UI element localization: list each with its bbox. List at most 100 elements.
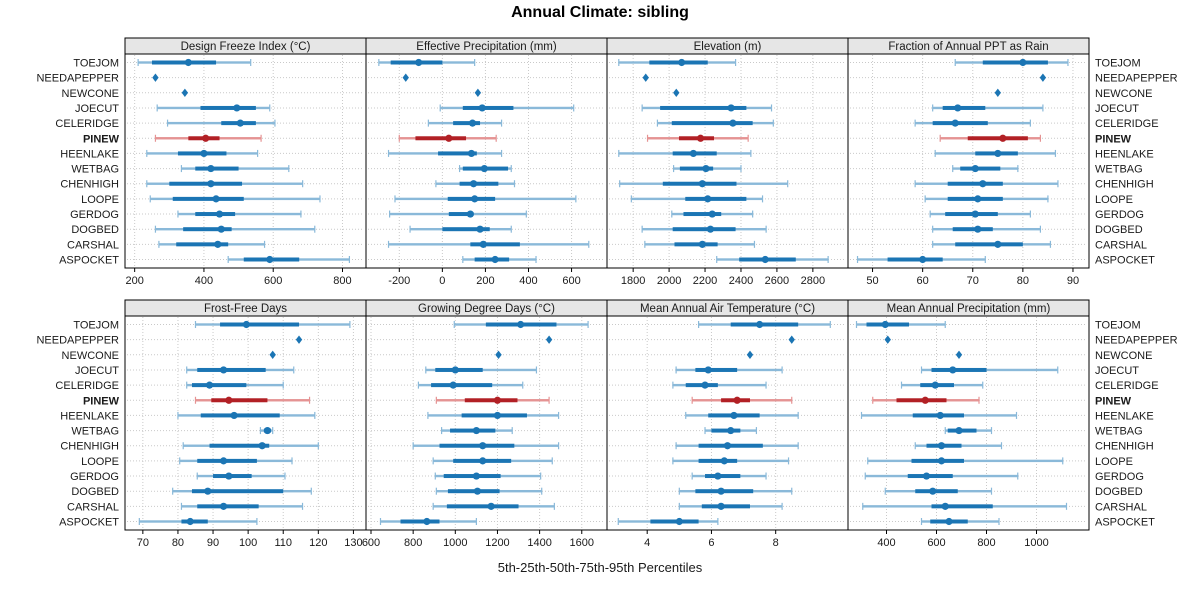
whisker-cap [495, 134, 497, 142]
iqr-bar [931, 504, 993, 509]
median-dot [473, 487, 482, 495]
median-dot [469, 180, 478, 188]
whisker-cap [1000, 442, 1003, 450]
iqr-bar [685, 196, 747, 201]
whisker-cap [439, 104, 441, 112]
median-dot [919, 255, 927, 264]
iqr-bar [464, 398, 518, 403]
iqr-bar [907, 474, 953, 479]
whisker-cap [194, 396, 197, 404]
iqr-bar [695, 367, 738, 372]
axis-tick-label: 1800 [621, 275, 645, 287]
site-label-right: WETBAG [1095, 164, 1143, 176]
median-dot [242, 320, 250, 329]
axis-tick-label: -200 [388, 275, 410, 287]
whisker-cap [535, 366, 538, 374]
median-dot [214, 240, 222, 248]
whisker-cap [755, 427, 758, 435]
median-dot [675, 517, 683, 526]
site-label-left: TOEJOM [73, 320, 119, 332]
site-label-right: LOOPE [1095, 194, 1133, 206]
whisker-cap [1029, 119, 1031, 127]
iqr-bar [698, 458, 738, 463]
axis-tick-label: 1600 [570, 537, 594, 549]
axis-tick-label: 80 [172, 537, 184, 549]
whisker-cap [166, 119, 169, 127]
axis-tick-label: 50 [866, 275, 878, 287]
strip-title: Elevation (m) [694, 41, 762, 53]
whisker-cap [314, 411, 316, 419]
median-dot [733, 396, 741, 404]
whisker-cap [1049, 240, 1052, 248]
single-value-diamond [642, 73, 649, 82]
whisker-cap [263, 240, 266, 248]
single-value-diamond [955, 350, 963, 360]
median-dot [929, 487, 937, 495]
site-label-left: ASPOCKET [59, 517, 119, 529]
whisker-cap [939, 134, 941, 142]
median-dot [230, 411, 238, 420]
axis-tick-label: 80 [1017, 275, 1029, 287]
panel-area [124, 315, 367, 531]
whisker-cap [177, 411, 179, 419]
whisker-cap [704, 427, 706, 435]
iqr-bar [730, 322, 799, 327]
whisker-cap [387, 149, 390, 157]
whisker-cap [425, 366, 427, 374]
site-label-left: NEEDAPEPPER [36, 335, 119, 347]
single-value-diamond [1039, 73, 1047, 82]
median-dot [479, 240, 487, 248]
iqr-bar [438, 151, 477, 156]
iqr-bar [176, 242, 229, 247]
whisker-cap [453, 321, 455, 328]
median-dot [994, 240, 1002, 248]
median-dot [931, 381, 939, 389]
median-dot [493, 411, 502, 420]
iqr-bar [982, 60, 1048, 65]
site-label-right: HEENLAKE [1095, 410, 1154, 422]
strip-title: Growing Degree Days (°C) [418, 303, 555, 315]
whisker-cap [872, 396, 874, 404]
iqr-bar [435, 367, 483, 372]
median-dot [479, 442, 487, 450]
whisker-cap [990, 487, 993, 495]
whisker-cap [1015, 411, 1018, 419]
whisker-cap [154, 134, 157, 142]
whisker-cap [617, 518, 619, 525]
whisker-cap [1029, 210, 1031, 218]
axis-tick-label: 800 [977, 537, 995, 549]
median-dot [702, 164, 710, 173]
whisker-cap [522, 381, 524, 389]
median-dot [491, 255, 499, 264]
whisker-cap [182, 442, 184, 450]
single-value-diamond [545, 335, 553, 344]
site-label-right: WETBAG [1095, 426, 1143, 438]
whisker-cap [284, 472, 286, 480]
site-label-right: TOEJOM [1095, 58, 1141, 70]
whisker-cap [884, 487, 886, 495]
median-dot [472, 426, 480, 435]
site-label-left: NEEDAPEPPER [36, 73, 119, 85]
median-dot [217, 225, 225, 233]
axis-tick-label: 8 [773, 537, 779, 549]
axis-tick-label: 1200 [485, 537, 509, 549]
site-label-left: CARSHAL [67, 239, 119, 251]
whisker-cap [864, 472, 866, 480]
single-value-diamond [788, 335, 795, 344]
iqr-bar [448, 212, 474, 217]
median-dot [263, 426, 272, 435]
whisker [672, 383, 767, 387]
iqr-bar [415, 136, 467, 141]
strip [847, 299, 1090, 317]
median-dot [698, 180, 706, 188]
median-dot [478, 104, 486, 112]
whisker-cap [678, 487, 680, 495]
whisker-cap [770, 104, 773, 112]
median-dot [445, 134, 453, 142]
median-dot [727, 426, 735, 435]
whisker-cap [920, 366, 923, 374]
median-dot [974, 225, 982, 233]
median-dot [207, 180, 215, 188]
whisker [921, 368, 1058, 372]
